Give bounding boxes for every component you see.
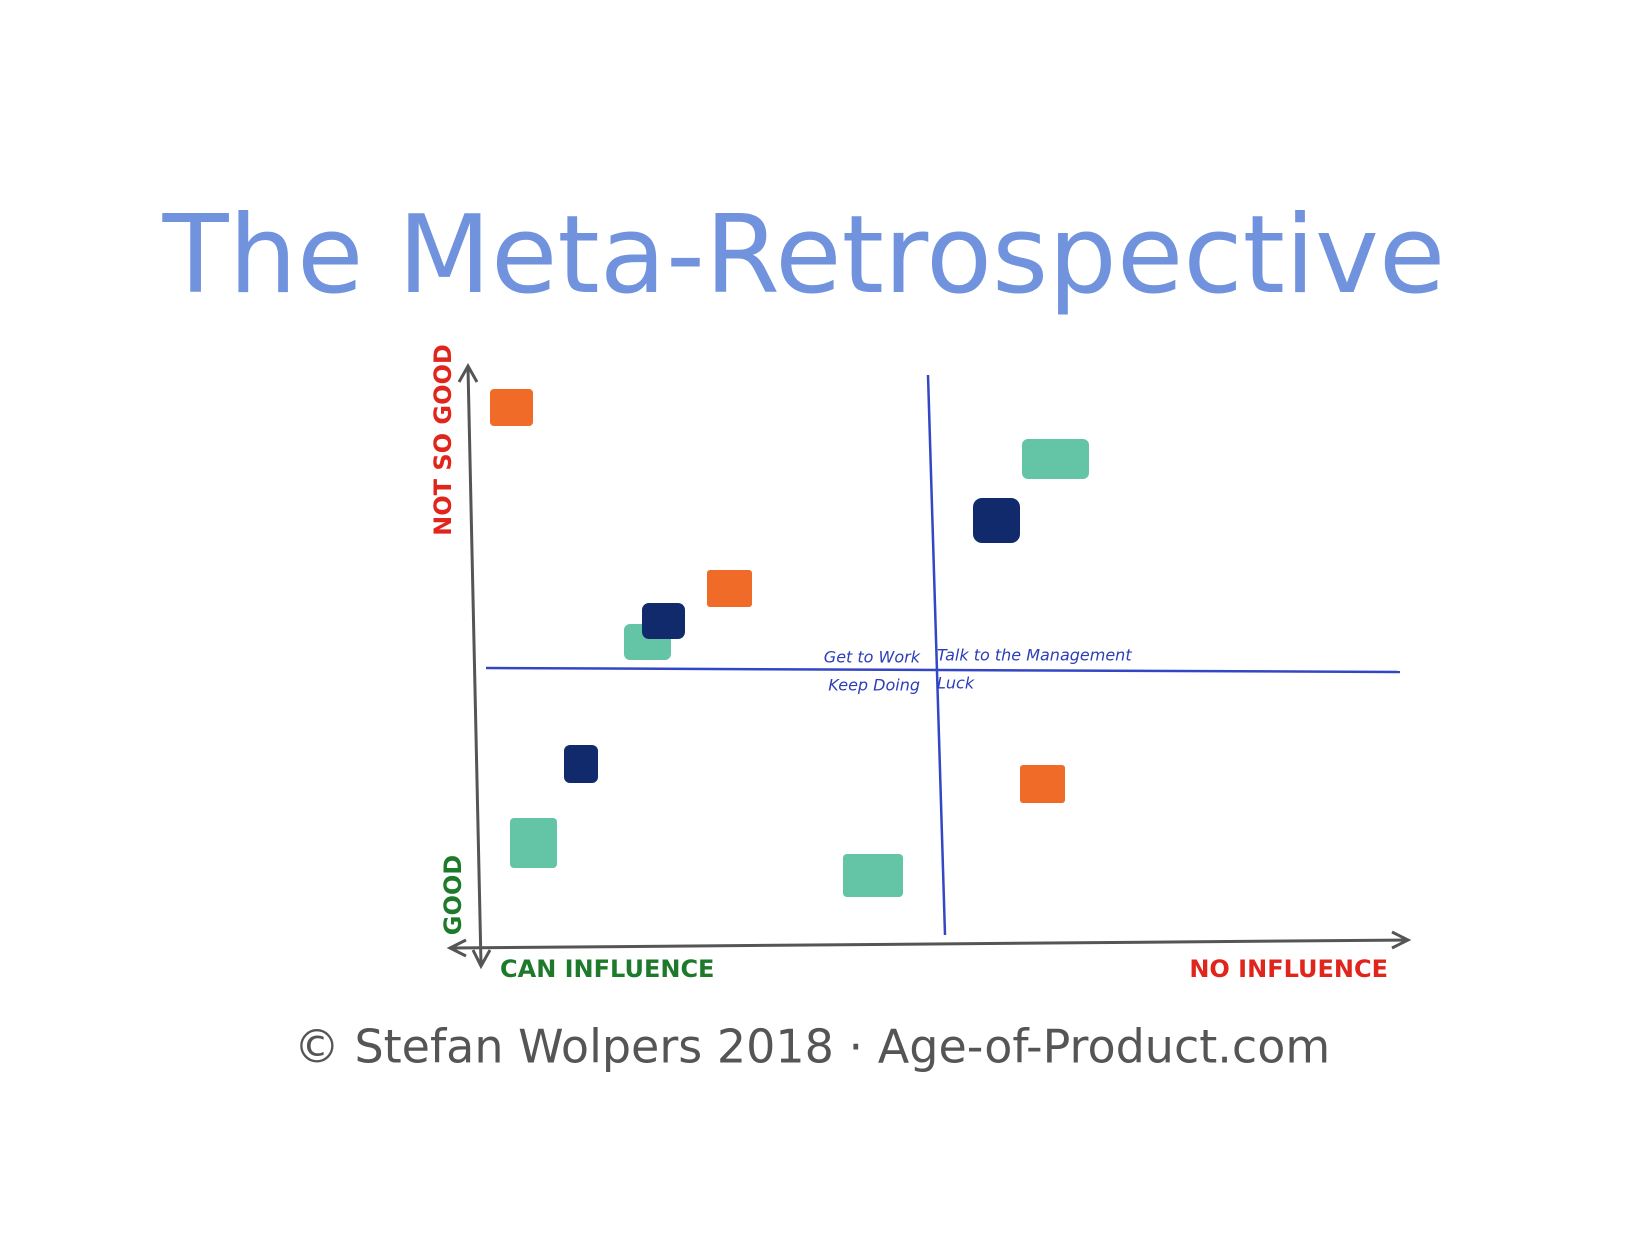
sticky-note <box>510 818 557 868</box>
sticky-note <box>564 745 598 783</box>
y-axis-bottom-label: GOOD <box>439 855 467 935</box>
y-arrow-top <box>457 362 479 383</box>
sticky-note <box>707 570 752 607</box>
axes <box>446 362 1412 970</box>
quadrant-lines <box>485 374 1401 936</box>
y-arrow-bottom <box>471 949 492 970</box>
title: The Meta-Retrospective <box>162 193 1446 318</box>
sticky-note <box>642 603 685 639</box>
sticky-note <box>490 389 533 426</box>
x-arrow-left <box>446 938 467 958</box>
sticky-notes <box>490 389 1089 897</box>
sticky-note <box>1020 765 1065 803</box>
sticky-note <box>973 498 1020 543</box>
quadrant-label: Keep Doing <box>828 676 920 695</box>
quadrant-label: Talk to the Management <box>937 646 1132 665</box>
x-axis-right-label: NO INFLUENCE <box>1189 955 1388 983</box>
x-axis-left-label: CAN INFLUENCE <box>500 955 714 983</box>
quadrant-label: Luck <box>937 674 975 693</box>
sticky-note <box>1022 439 1089 479</box>
quadrant-vertical <box>926 374 947 936</box>
sticky-note <box>843 854 903 897</box>
footer: © Stefan Wolpers 2018 · Age-of-Product.c… <box>294 1020 1330 1074</box>
y-axis-top-label: NOT SO GOOD <box>429 344 457 536</box>
quadrant-horizontal <box>485 666 1401 674</box>
y-axis <box>466 367 483 965</box>
x-axis <box>451 938 1407 950</box>
x-arrow-right <box>1391 930 1412 950</box>
quadrant-label: Get to Work <box>824 648 921 667</box>
